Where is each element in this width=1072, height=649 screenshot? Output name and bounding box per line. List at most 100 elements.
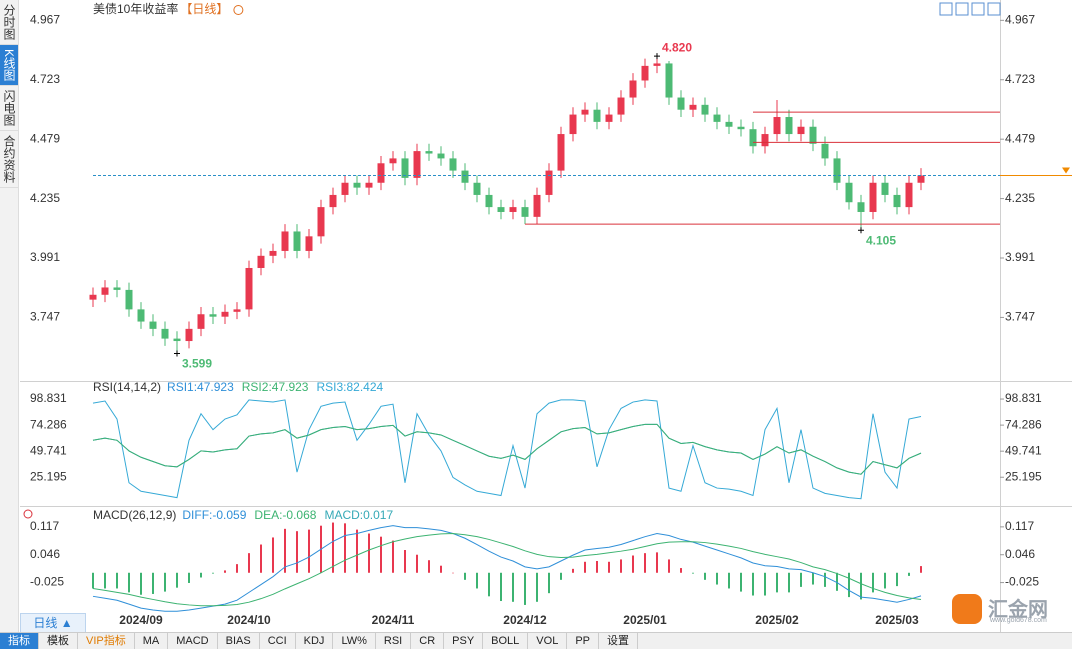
macd-bar <box>632 555 634 573</box>
icon[interactable] <box>971 2 985 16</box>
toolbar-tab[interactable]: CCI <box>260 633 296 649</box>
candle-body <box>545 170 553 195</box>
candle-body <box>905 182 913 208</box>
candle-body <box>485 194 493 208</box>
macd-bar <box>824 572 826 587</box>
candle-body <box>389 158 397 164</box>
y-tick-label: 0.046 <box>30 547 60 561</box>
macd-bar <box>524 572 526 605</box>
chart-title: 美债10年收益率 <box>93 1 178 16</box>
x-tick-label: 2024/10 <box>227 613 271 627</box>
candle-body <box>437 153 445 159</box>
period-button[interactable]: 日线 ▲ <box>20 613 86 633</box>
candle-body <box>569 114 577 135</box>
macd-bar <box>428 560 430 573</box>
toolbar-tab[interactable]: MACD <box>168 633 218 649</box>
macd-bar <box>548 572 550 594</box>
x-tick-label: 2024/11 <box>372 613 415 627</box>
macd-bar <box>896 572 898 587</box>
toolbar-tab[interactable]: 模板 <box>39 633 78 649</box>
candle-body <box>425 151 433 154</box>
candle-body <box>689 104 697 110</box>
macd-bar <box>440 565 442 573</box>
candle-body <box>497 207 505 212</box>
toolbar-tab[interactable]: VIP指标 <box>78 633 135 649</box>
toolbar-tab[interactable]: RSI <box>376 633 412 649</box>
candle-body <box>413 151 421 178</box>
collapse-icon[interactable] <box>233 5 244 15</box>
candle-body <box>281 231 289 251</box>
macd-bar <box>656 552 658 573</box>
macd-bar <box>668 559 670 573</box>
candle-body <box>89 294 97 300</box>
chart-subtitle: 【日线】 <box>180 2 228 16</box>
toolbar-tab[interactable]: VOL <box>528 633 568 649</box>
indicator-line <box>92 525 922 612</box>
candle-body <box>185 328 193 342</box>
candle-body <box>245 267 253 310</box>
macd-bar <box>788 572 790 593</box>
macd-bar <box>356 529 358 573</box>
candle-body <box>881 182 889 195</box>
macd-bar <box>164 572 166 592</box>
y-tick-label: 25.195 <box>1005 469 1042 483</box>
candle-body <box>257 255 265 268</box>
candle-body <box>293 231 301 251</box>
macd-bar <box>500 572 502 602</box>
candle-body <box>893 194 901 208</box>
sidebar-tab[interactable]: 闪电图 <box>0 86 18 132</box>
toolbar-tab[interactable]: PSY <box>444 633 484 649</box>
sidebar-tab[interactable]: 分时图 <box>0 0 18 45</box>
icon[interactable] <box>955 2 969 16</box>
toolbar-tab[interactable]: KDJ <box>296 633 334 649</box>
logo: 汇金网 www.gold678.com <box>948 590 1068 630</box>
candle-body <box>365 182 373 188</box>
y-tick-label: 4.723 <box>30 72 60 86</box>
toolbar-icons[interactable] <box>939 2 1001 16</box>
macd-bar <box>740 572 742 592</box>
candle-body <box>341 182 349 195</box>
y-tick-label: 4.723 <box>1005 72 1035 86</box>
legend-entry: DIFF:-0.059 <box>182 508 246 522</box>
icon[interactable] <box>987 2 1001 16</box>
candle-body <box>149 321 157 329</box>
toolbar-tab[interactable]: LW% <box>333 633 376 649</box>
y-tick-label: 3.991 <box>1005 250 1035 264</box>
candle-body <box>593 109 601 122</box>
macd-bar <box>884 572 886 589</box>
candle-body <box>353 182 361 188</box>
y-tick-label: 25.195 <box>30 469 67 483</box>
settings-icon[interactable] <box>23 509 33 519</box>
indicator-title: RSI(14,14,2) <box>93 380 161 394</box>
toolbar-tab[interactable]: CR <box>411 633 445 649</box>
candle-body <box>845 182 853 203</box>
toolbar-tab[interactable]: BIAS <box>218 633 260 649</box>
macd-bar <box>872 572 874 593</box>
y-tick-label: 49.741 <box>1005 443 1042 457</box>
y-tick-label: 4.479 <box>30 131 60 145</box>
icon[interactable] <box>939 2 953 16</box>
candle-body <box>869 182 877 212</box>
y-tick-label: 0.117 <box>1005 519 1034 533</box>
sidebar-tab[interactable]: K线图 <box>0 45 18 87</box>
candle-body <box>209 314 217 317</box>
candle-body <box>125 289 133 310</box>
macd-bar <box>680 568 682 573</box>
macd-bar <box>800 572 802 587</box>
macd-bar <box>380 536 382 573</box>
toolbar-tab[interactable]: PP <box>567 633 599 649</box>
macd-bar <box>752 572 754 596</box>
candle-body <box>665 63 673 98</box>
macd-bar <box>284 528 286 573</box>
sidebar-tab[interactable]: 合约资料 <box>0 131 18 189</box>
y-tick-label: 98.831 <box>1005 391 1042 405</box>
toolbar-tab[interactable]: BOLL <box>483 633 529 649</box>
extreme-label: 4.820 <box>662 40 692 54</box>
candle-body <box>629 80 637 98</box>
candle-body <box>317 207 325 237</box>
extreme-marker <box>858 227 864 234</box>
toolbar-tab[interactable]: 设置 <box>599 633 638 649</box>
toolbar-tab[interactable]: MA <box>135 633 169 649</box>
legend-entry: DEA:-0.068 <box>254 508 316 522</box>
toolbar-tab[interactable]: 指标 <box>0 633 39 649</box>
